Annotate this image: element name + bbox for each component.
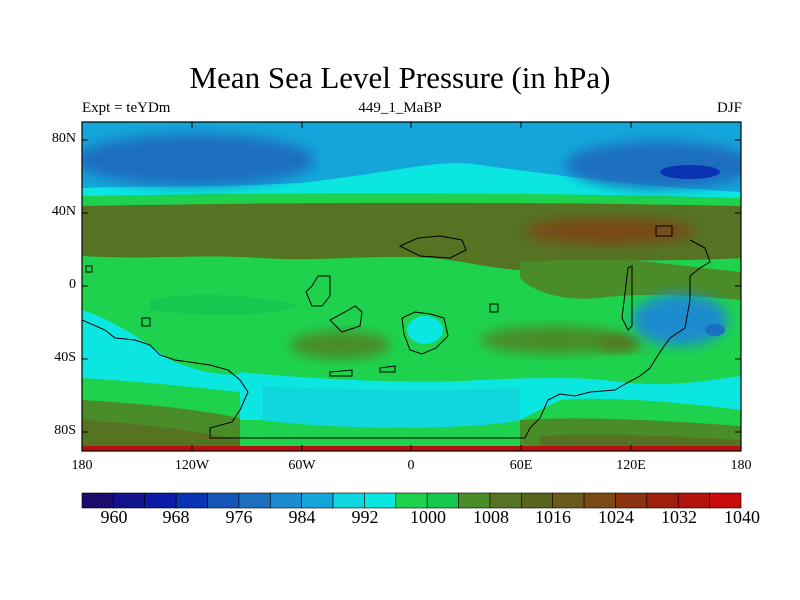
colorbar-swatch bbox=[395, 492, 428, 509]
field-pacific-low-core bbox=[705, 324, 725, 336]
y-tick-label: 40N bbox=[51, 204, 76, 219]
island-g bbox=[141, 317, 151, 327]
colorbar-swatch bbox=[301, 492, 334, 509]
field-1016-lobe bbox=[520, 259, 741, 300]
x-tick-label: 120E bbox=[616, 458, 646, 473]
colorbar-swatch bbox=[81, 492, 114, 509]
colorbar-swatch bbox=[615, 492, 648, 509]
field-north-asian-low bbox=[565, 141, 741, 189]
colorbar-label: 1008 bbox=[473, 507, 509, 527]
y-tick-label: 40S bbox=[54, 350, 76, 365]
period-label: 449_1_MaBP bbox=[358, 100, 442, 116]
colorbar-label: 1032 bbox=[661, 507, 697, 527]
island-c bbox=[398, 235, 467, 259]
pressure-field bbox=[82, 122, 741, 451]
colorbar-swatch bbox=[552, 492, 585, 509]
colorbar-swatch bbox=[709, 492, 742, 509]
island-k bbox=[85, 265, 93, 273]
island-f bbox=[379, 365, 396, 373]
colorbar-label: 1016 bbox=[535, 507, 571, 527]
x-tick-label: 60E bbox=[509, 458, 533, 473]
field-south-pole-band bbox=[262, 386, 520, 428]
colorbar-label: 968 bbox=[162, 507, 190, 527]
colorbar-swatch bbox=[113, 492, 146, 509]
x-tick-label: 180 bbox=[730, 458, 752, 473]
y-tick-label: 80N bbox=[51, 131, 76, 146]
field-tropical-patch bbox=[150, 294, 300, 315]
island-h bbox=[621, 265, 633, 331]
colorbar-swatch bbox=[332, 492, 365, 509]
colorbar-label: 1040 bbox=[724, 507, 760, 527]
island-j bbox=[489, 303, 499, 313]
island-e bbox=[329, 369, 353, 377]
colorbar-swatch bbox=[238, 492, 271, 509]
field-indian-high bbox=[480, 326, 630, 354]
field-east-pacific bbox=[82, 310, 240, 392]
colorbar bbox=[81, 492, 742, 509]
colorbar-label: 976 bbox=[225, 507, 253, 527]
colorbar-swatch bbox=[269, 492, 302, 509]
coast-south bbox=[82, 239, 711, 439]
colorbar-swatch bbox=[489, 492, 522, 509]
colorbar-swatch bbox=[583, 492, 616, 509]
colorbar-label: 1000 bbox=[410, 507, 446, 527]
field-north-pacific-low bbox=[82, 134, 315, 186]
field-tropical-low bbox=[407, 316, 443, 344]
chart-title: Mean Sea Level Pressure (in hPa) bbox=[189, 60, 611, 95]
x-tick-label: 60W bbox=[288, 458, 316, 473]
y-tick-label: 80S bbox=[54, 423, 76, 438]
season-label: DJF bbox=[716, 100, 742, 116]
colorbar-label: 960 bbox=[100, 507, 128, 527]
x-tick-label: 180 bbox=[71, 458, 93, 473]
colorbar-label: 992 bbox=[351, 507, 379, 527]
island-d bbox=[401, 311, 449, 355]
colorbar-swatch bbox=[207, 492, 240, 509]
field-1000-band bbox=[82, 163, 741, 202]
colorbar-swatch bbox=[677, 492, 710, 509]
colorbar-swatch bbox=[646, 492, 679, 509]
colorbar-swatch bbox=[364, 492, 397, 509]
field-1024-cell bbox=[525, 218, 695, 244]
field-north-asian-low-core bbox=[660, 165, 720, 179]
experiment-label: Expt = teYDm bbox=[82, 100, 171, 116]
island-i bbox=[655, 225, 673, 237]
axis-ticks bbox=[82, 122, 741, 451]
x-tick-label: 120W bbox=[174, 458, 210, 473]
island-b bbox=[329, 305, 363, 333]
colorbar-label: 1024 bbox=[598, 507, 634, 527]
colorbar-swatch bbox=[144, 492, 177, 509]
x-tick-label: 0 bbox=[407, 458, 415, 473]
colorbar-swatch bbox=[458, 492, 491, 509]
island-a bbox=[305, 275, 331, 307]
field-pacific-low bbox=[632, 294, 728, 346]
colorbar-swatch bbox=[426, 492, 459, 509]
y-tick-label: 0 bbox=[69, 277, 76, 292]
field-antarctic-high-west-core bbox=[82, 420, 240, 451]
coastlines bbox=[82, 225, 711, 439]
colorbar-swatch bbox=[175, 492, 208, 509]
field-south-atlantic-high bbox=[290, 331, 390, 359]
colorbar-label: 984 bbox=[288, 507, 316, 527]
colorbar-swatch bbox=[521, 492, 554, 509]
field-indian-high-core bbox=[598, 336, 642, 352]
